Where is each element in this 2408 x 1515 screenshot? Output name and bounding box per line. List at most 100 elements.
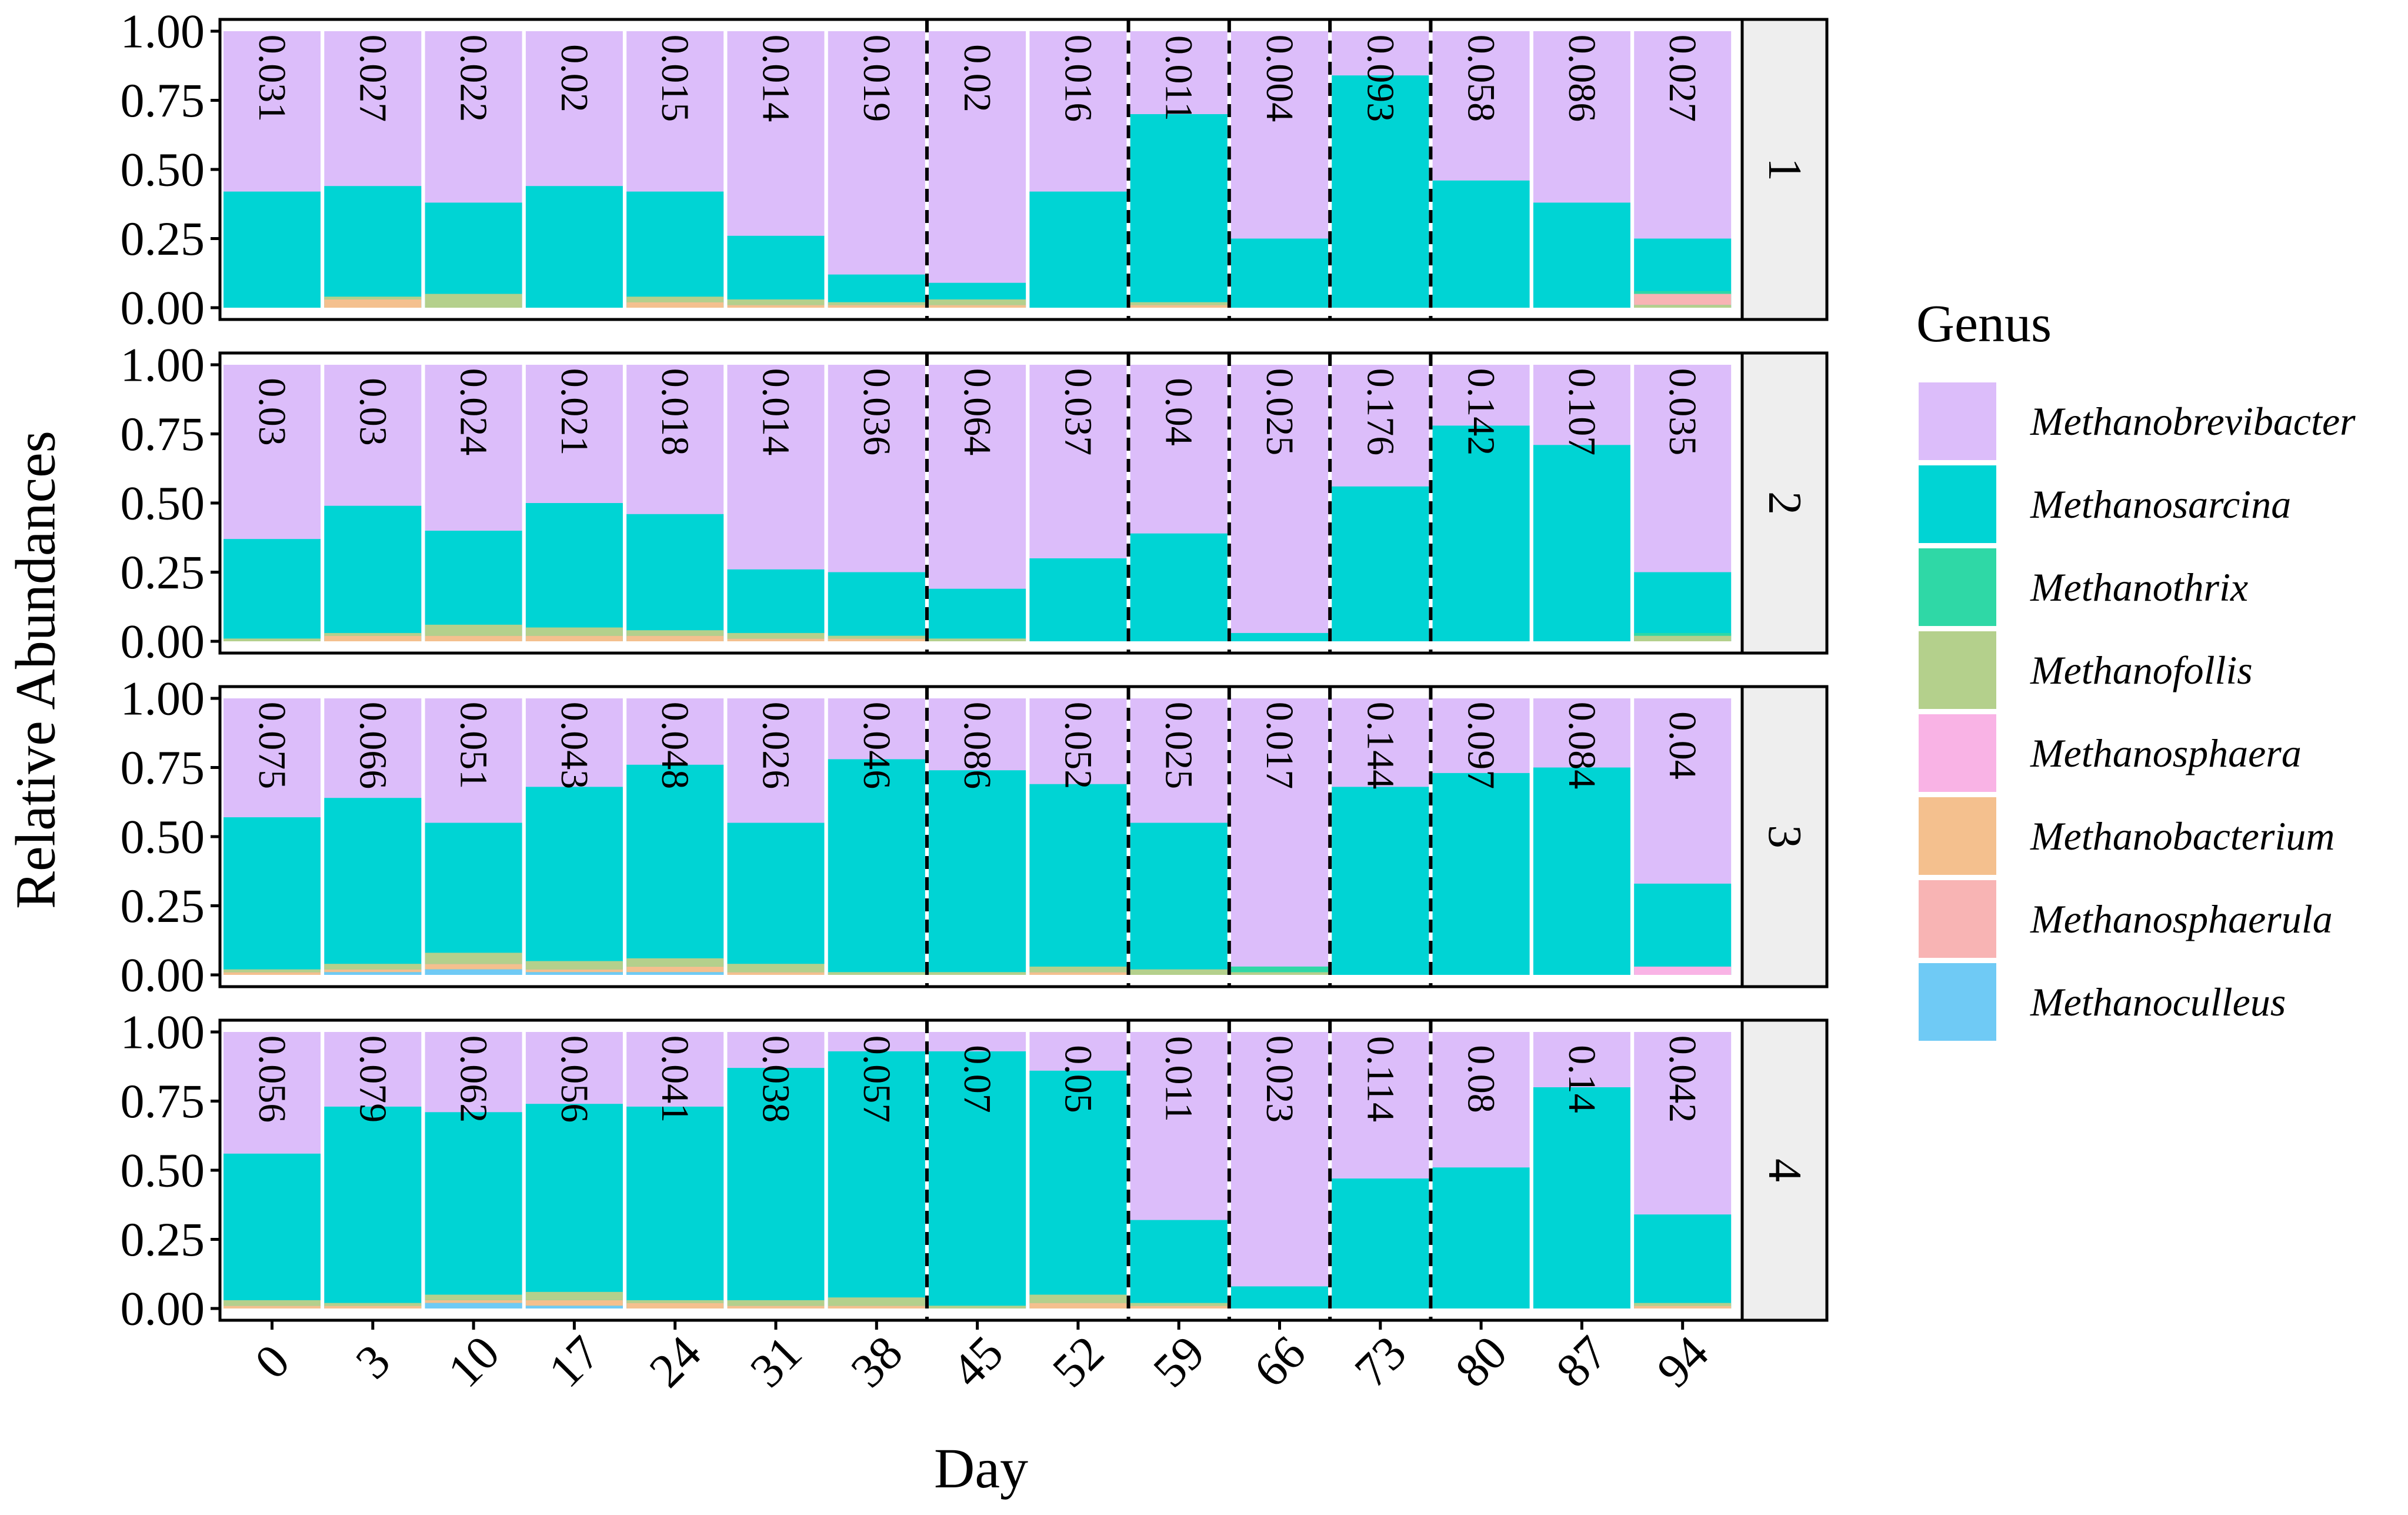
data-label: 0.056 [553, 1035, 596, 1123]
bar-methanofollis [224, 638, 321, 641]
legend-label: Methanosphaera [2030, 731, 2302, 775]
x-tick-label: 38 [841, 1326, 912, 1397]
bar-methanofollis [425, 1294, 522, 1300]
bar-methanoculleus [525, 972, 623, 975]
bar-methanosarcina [425, 823, 522, 975]
data-label: 0.016 [1056, 35, 1099, 122]
bar-methanosarcina [1533, 767, 1630, 975]
bar-methanosarcina [1332, 787, 1429, 975]
bar-methanosarcina [324, 798, 422, 975]
data-label: 0.015 [653, 35, 696, 122]
bar-methanobacterium [929, 305, 1026, 308]
data-label: 0.046 [855, 702, 898, 790]
data-label: 0.07 [956, 1045, 999, 1113]
y-tick-label: 0.50 [121, 810, 205, 864]
bar-methanosarcina [1130, 1220, 1228, 1308]
bar-methanobacterium [224, 1306, 321, 1308]
x-tick-label: 45 [941, 1326, 1013, 1397]
legend-key [1919, 963, 1996, 1041]
bar-methanosarcina [1533, 202, 1630, 308]
data-label: 0.027 [351, 35, 394, 122]
data-label: 0.038 [755, 1035, 798, 1123]
bar-methanosarcina [1332, 486, 1429, 641]
data-label: 0.014 [755, 368, 798, 456]
bar-methanosarcina [727, 569, 825, 641]
bar-methanobacterium [727, 972, 825, 975]
bar-methanosarcina [1130, 114, 1228, 308]
data-label: 0.024 [452, 368, 495, 456]
bar-methanosarcina [1029, 1070, 1127, 1308]
bar-methanofollis [425, 624, 522, 636]
bar-methanosarcina [626, 1106, 724, 1308]
y-tick-label: 0.00 [121, 1282, 205, 1336]
x-tick-label: 94 [1647, 1326, 1719, 1397]
legend-label: Methanobacterium [2030, 814, 2334, 858]
bar-methanosarcina [224, 539, 321, 641]
bar-methanofollis [1029, 1294, 1127, 1303]
bar-methanobacterium [425, 1300, 522, 1303]
data-label: 0.011 [1158, 35, 1200, 121]
bar-methanofollis [224, 969, 321, 973]
bar-methanothrix [1634, 632, 1732, 636]
bar-methanosphaera [1634, 966, 1732, 975]
data-label: 0.051 [452, 702, 495, 790]
bar-methanosarcina [224, 1153, 321, 1308]
y-tick-label: 0.50 [121, 1144, 205, 1197]
data-label: 0.144 [1359, 702, 1402, 790]
data-label: 0.075 [251, 702, 294, 790]
x-tick-label: 59 [1143, 1326, 1215, 1397]
data-label: 0.019 [855, 35, 898, 122]
bar-methanosarcina [1432, 1167, 1530, 1308]
facet-strip-label: 3 [1759, 825, 1810, 848]
data-label: 0.02 [553, 44, 596, 112]
legend-title: Genus [1916, 295, 2052, 353]
facet-strip [1740, 1018, 1829, 1322]
bar-methanosarcina [1432, 180, 1530, 308]
legend-key [1919, 797, 1996, 875]
legend-label: Methanothrix [2030, 565, 2248, 610]
data-label: 0.14 [1560, 1045, 1603, 1113]
facet-panel-2: 0.03 0.03 0.024 0.021 0.018 0.014 0.036 0.064 0.… [121, 338, 1829, 668]
data-label: 0.04 [1158, 378, 1200, 446]
x-tick-label: 66 [1243, 1326, 1315, 1397]
y-tick-label: 0.50 [121, 477, 205, 530]
bar-methanosarcina [626, 191, 724, 308]
bar-methanofollis [1130, 1303, 1228, 1306]
data-label: 0.043 [553, 702, 596, 790]
x-tick-label: 0 [245, 1334, 299, 1389]
data-label: 0.025 [1258, 368, 1301, 456]
bar-methanofollis [929, 638, 1026, 641]
x-tick-label: 80 [1445, 1326, 1517, 1397]
bar-methanoculleus [425, 969, 522, 975]
bar-methanoculleus [324, 972, 422, 975]
bar-methanofollis [828, 1297, 925, 1306]
bar-methanosarcina [1231, 1286, 1328, 1308]
bar-methanobacterium [828, 1306, 925, 1308]
y-tick-label: 1.00 [121, 672, 205, 725]
y-tick-label: 0.00 [121, 281, 205, 335]
bar-methanofollis [425, 953, 522, 964]
bar-methanosarcina [324, 1106, 422, 1308]
bar-methanobacterium [1029, 972, 1127, 975]
bar-methanofollis [727, 299, 825, 305]
data-label: 0.079 [351, 1035, 394, 1123]
legend-key [1919, 631, 1996, 709]
bar-methanoculleus [626, 972, 724, 975]
bar-methanosarcina [525, 503, 623, 641]
bar-methanofollis [727, 1300, 825, 1306]
legend-key [1919, 880, 1996, 958]
data-label: 0.042 [1661, 1035, 1704, 1123]
bar-methanofollis [1029, 966, 1127, 973]
y-tick-label: 0.75 [121, 74, 205, 127]
data-label: 0.014 [755, 35, 798, 122]
x-tick-label: 87 [1546, 1326, 1617, 1397]
bar-methanofollis [324, 1303, 422, 1306]
bar-methanosarcina [1029, 784, 1127, 975]
bar-methanosarcina [224, 191, 321, 308]
data-label: 0.086 [956, 702, 999, 790]
bar-methanobacterium [425, 635, 522, 641]
bar-methanobacterium [324, 969, 422, 973]
bar-methanofollis [1130, 302, 1228, 305]
data-label: 0.066 [351, 702, 394, 790]
